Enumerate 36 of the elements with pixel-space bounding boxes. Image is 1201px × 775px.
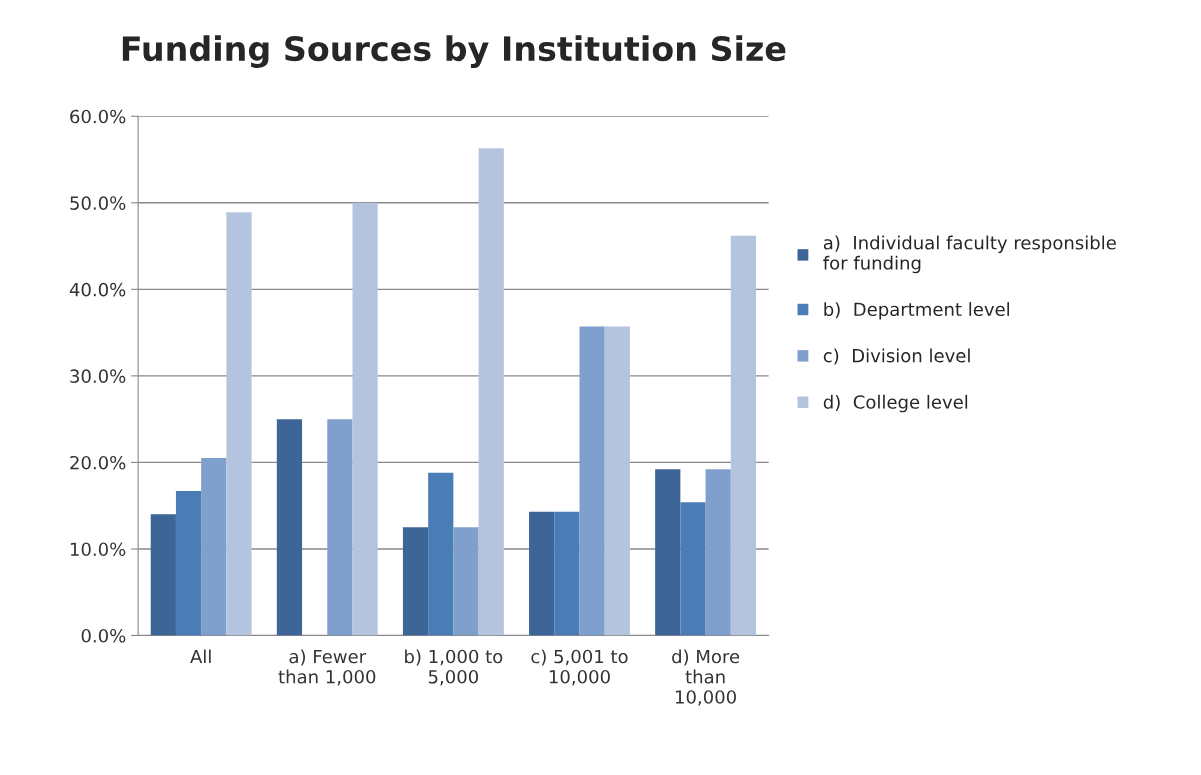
x-tick-label: d) More than 10,000 <box>672 649 740 706</box>
bar <box>705 469 731 636</box>
bar <box>529 511 555 636</box>
bar <box>604 326 630 636</box>
legend-label: c) Division level <box>823 348 970 365</box>
bar <box>478 148 504 636</box>
bar <box>327 419 353 636</box>
bar <box>730 235 757 636</box>
bar <box>276 419 303 636</box>
bar <box>150 514 176 636</box>
bar <box>428 472 454 636</box>
bar <box>402 527 429 636</box>
bar <box>352 202 378 636</box>
bar <box>579 326 605 636</box>
y-tick-label: 0.0% <box>81 628 126 643</box>
x-tick-label: b) 1,000 to 5,000 <box>405 649 503 686</box>
legend-label: a) Individual faculty responsible for funding <box>823 235 1116 274</box>
x-tick-label: a) Fewer than 1,000 <box>278 649 376 686</box>
x-tick-label: c) 5,001 to 10,000 <box>531 649 628 686</box>
y-tick-label: 60.0% <box>70 109 126 124</box>
bar <box>554 511 580 636</box>
x-tick-label: All <box>190 649 211 664</box>
y-tick-label: 10.0% <box>70 542 126 557</box>
y-tick-label: 20.0% <box>70 455 126 470</box>
chart-title: Funding Sources by Institution Size <box>122 35 786 68</box>
y-tick-label: 30.0% <box>70 369 126 383</box>
bar <box>453 527 479 636</box>
y-tick-label: 40.0% <box>69 282 126 297</box>
bar <box>201 458 227 636</box>
bar <box>680 502 706 636</box>
bar <box>655 469 681 636</box>
bar <box>226 212 252 636</box>
bar <box>175 490 202 636</box>
y-tick-label: 50.0% <box>70 196 126 210</box>
legend-label: b) Department level <box>824 302 1009 320</box>
legend-label: d) College level <box>823 394 968 413</box>
